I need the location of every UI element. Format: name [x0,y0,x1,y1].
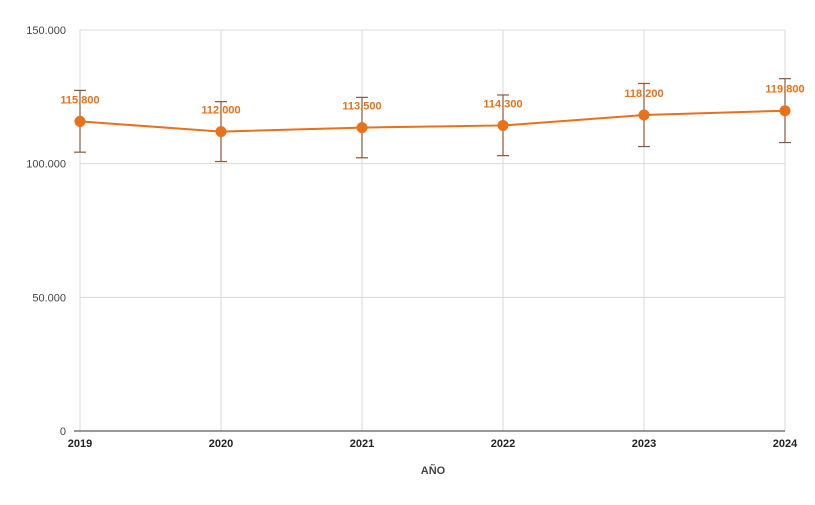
data-points [74,105,791,138]
data-point [497,119,509,131]
data-point [215,126,227,138]
series-line-layer [79,109,786,133]
x-tick-label: 2024 [773,438,798,450]
x-tick-label: 2019 [68,438,92,450]
series-line [79,109,786,133]
data-label: 118.200 [624,88,663,100]
x-tick-label: 2023 [632,438,656,450]
data-point [74,115,86,127]
data-point [356,122,368,134]
data-label: 114.300 [483,98,522,110]
data-label: 113.500 [342,101,381,113]
y-tick-label: 50.000 [32,292,66,304]
x-tick-label: 2020 [209,438,233,450]
y-tick-label: 150.000 [26,25,66,37]
data-label: 115.800 [60,94,99,106]
axis-layer: 0 50.000 100.000 150.000 2019 2020 2021 2022 202… [26,25,798,450]
y-tick-label: 0 [60,426,66,438]
data-point [638,109,650,121]
x-axis-title: AÑO [421,464,446,477]
x-tick-label: 2022 [491,438,515,450]
data-label: 112.000 [201,105,240,117]
error-bars [74,78,791,163]
x-tick-label: 2021 [350,438,374,450]
y-tick-label: 100.000 [26,159,66,171]
data-point [779,105,791,117]
grid-layer [79,29,786,431]
data-label: 119.800 [765,84,804,96]
data-labels: 115.800 112.000 113.500 114.300 118.200 119.8… [60,84,804,117]
